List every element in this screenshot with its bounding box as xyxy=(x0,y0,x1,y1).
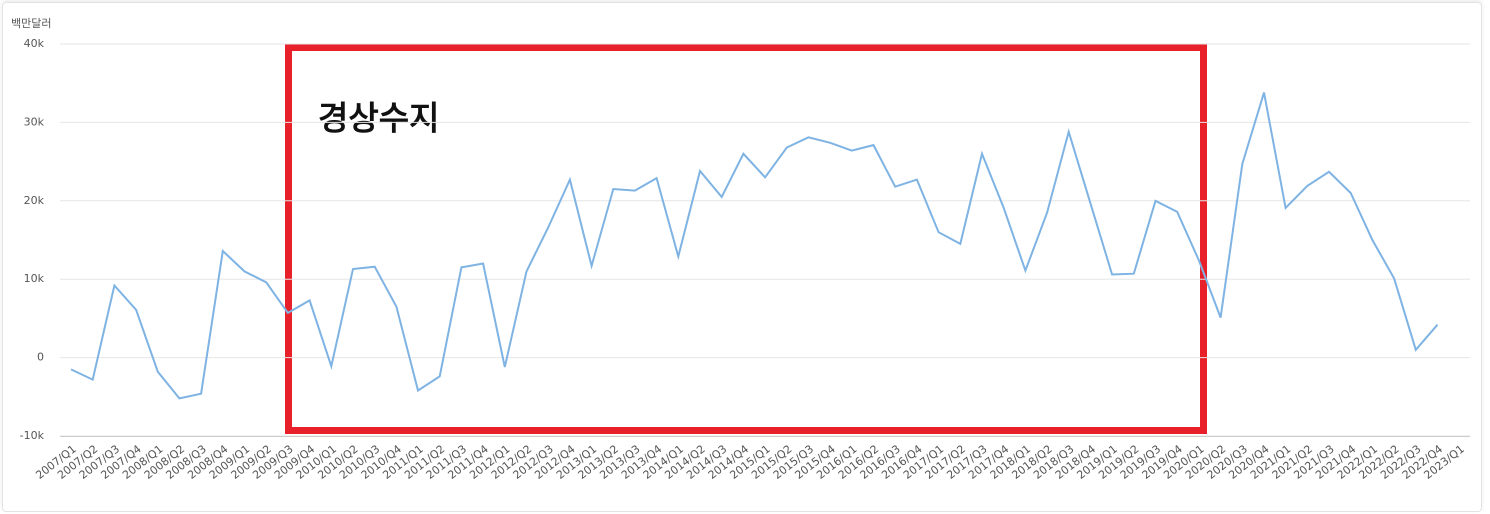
y-tick-label: 10k xyxy=(24,272,45,285)
y-tick-label: 30k xyxy=(24,115,45,128)
y-tick-label: -10k xyxy=(20,429,45,442)
annotation: 경상수지 xyxy=(318,99,439,138)
data-line xyxy=(70,92,1439,400)
y-tick-label: 40k xyxy=(24,37,45,50)
y-tick-label: 0 xyxy=(37,351,44,364)
y-tick-label: 20k xyxy=(24,194,45,207)
y-axis-unit: 백만달러 xyxy=(11,17,51,30)
highlight-box xyxy=(285,44,1207,434)
